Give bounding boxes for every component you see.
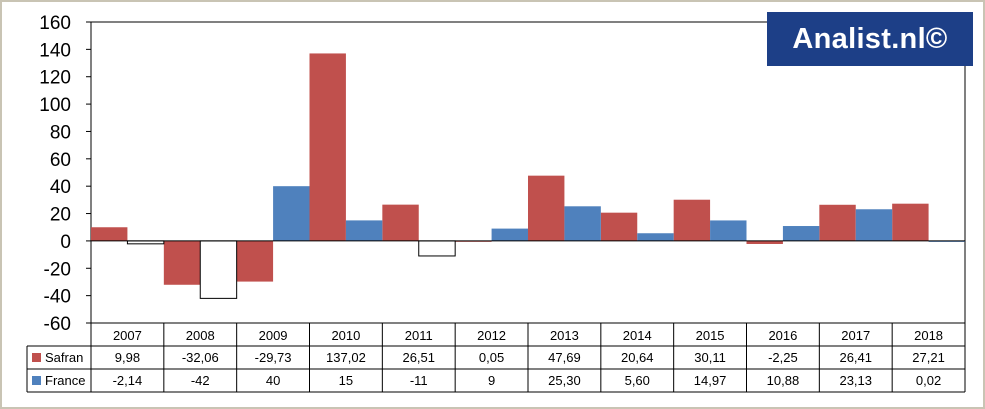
data-label-france: 5,60 bbox=[625, 373, 650, 388]
bar-france-2013 bbox=[564, 206, 601, 241]
data-label-safran: 30,11 bbox=[694, 350, 726, 365]
bar-france-2017 bbox=[855, 209, 893, 241]
y-tick-label: -20 bbox=[44, 259, 71, 280]
data-label-france: 0,02 bbox=[916, 373, 941, 388]
data-label-france: 25,30 bbox=[548, 373, 581, 388]
data-label-france: 14,97 bbox=[694, 373, 727, 388]
y-tick-label: 20 bbox=[50, 205, 71, 226]
x-tick-label: 2010 bbox=[331, 328, 360, 343]
y-tick-label: 100 bbox=[39, 95, 71, 116]
data-label-safran: 20,64 bbox=[621, 350, 654, 365]
bar-safran-2017 bbox=[819, 204, 856, 241]
data-label-france: 40 bbox=[266, 373, 280, 388]
bar-france-2015 bbox=[710, 220, 747, 241]
bar-safran-2013 bbox=[528, 175, 565, 241]
x-tick-label: 2018 bbox=[914, 328, 943, 343]
y-tick-label: 40 bbox=[50, 177, 71, 198]
x-tick-label: 2014 bbox=[623, 328, 652, 343]
y-tick-label: -40 bbox=[44, 287, 71, 308]
data-label-safran: 26,51 bbox=[402, 350, 435, 365]
bar-safran-2014 bbox=[600, 212, 638, 241]
x-tick-label: 2016 bbox=[768, 328, 797, 343]
data-label-safran: -29,73 bbox=[255, 350, 292, 365]
data-label-france: 15 bbox=[339, 373, 353, 388]
bar-safran-2018 bbox=[892, 203, 929, 241]
y-tick-label: 0 bbox=[60, 232, 71, 253]
x-tick-label: 2008 bbox=[186, 328, 215, 343]
data-label-safran: 0,05 bbox=[479, 350, 504, 365]
data-label-france: 9 bbox=[488, 373, 495, 388]
legend-swatch-france bbox=[32, 376, 41, 385]
data-label-france: 23,13 bbox=[839, 373, 872, 388]
x-tick-label: 2011 bbox=[405, 328, 433, 343]
bar-france-2009 bbox=[273, 186, 310, 241]
x-tick-label: 2007 bbox=[113, 328, 142, 343]
bar-safran-2011 bbox=[382, 204, 419, 241]
data-label-safran: 26,41 bbox=[839, 350, 872, 365]
bar-safran-2007 bbox=[91, 227, 128, 241]
x-tick-label: 2009 bbox=[259, 328, 288, 343]
x-tick-label: 2013 bbox=[550, 328, 579, 343]
y-tick-label: -60 bbox=[44, 314, 71, 335]
bar-safran-2016 bbox=[746, 240, 783, 244]
bar-france-2011 bbox=[418, 240, 456, 257]
data-label-safran: 27,21 bbox=[912, 350, 945, 365]
bar-france-2008 bbox=[199, 240, 238, 299]
y-tick-label: 140 bbox=[39, 40, 71, 61]
data-label-safran: 9,98 bbox=[115, 350, 140, 365]
x-tick-label: 2015 bbox=[696, 328, 725, 343]
y-tick-label: 80 bbox=[50, 122, 71, 143]
y-tick-label: 60 bbox=[50, 150, 71, 171]
legend-label-safran: Safran bbox=[45, 350, 83, 365]
legend-label-france: France bbox=[45, 373, 85, 388]
bar-france-2014 bbox=[637, 233, 674, 241]
x-tick-label: 2012 bbox=[477, 328, 506, 343]
bar-safran-2015 bbox=[673, 199, 711, 241]
data-label-safran: 137,02 bbox=[326, 350, 366, 365]
data-label-france: -11 bbox=[410, 373, 428, 388]
bar-safran-2009 bbox=[236, 240, 274, 282]
data-label-safran: -32,06 bbox=[182, 350, 219, 365]
bar-safran-2008 bbox=[163, 240, 201, 285]
bar-france-2010 bbox=[345, 220, 383, 241]
data-label-safran: -2,25 bbox=[768, 350, 798, 365]
data-label-safran: 47,69 bbox=[548, 350, 581, 365]
bar-france-2012 bbox=[491, 228, 528, 241]
bar-france-2016 bbox=[782, 226, 820, 241]
data-label-france: -42 bbox=[191, 373, 210, 388]
data-label-france: 10,88 bbox=[767, 373, 800, 388]
y-tick-label: 160 bbox=[39, 13, 71, 34]
analist-logo: Analist.nl© bbox=[767, 12, 973, 66]
legend-swatch-safran bbox=[32, 353, 41, 362]
data-label-france: -2,14 bbox=[113, 373, 143, 388]
x-tick-label: 2017 bbox=[841, 328, 870, 343]
bar-safran-2010 bbox=[309, 53, 346, 241]
y-tick-label: 120 bbox=[39, 68, 71, 89]
